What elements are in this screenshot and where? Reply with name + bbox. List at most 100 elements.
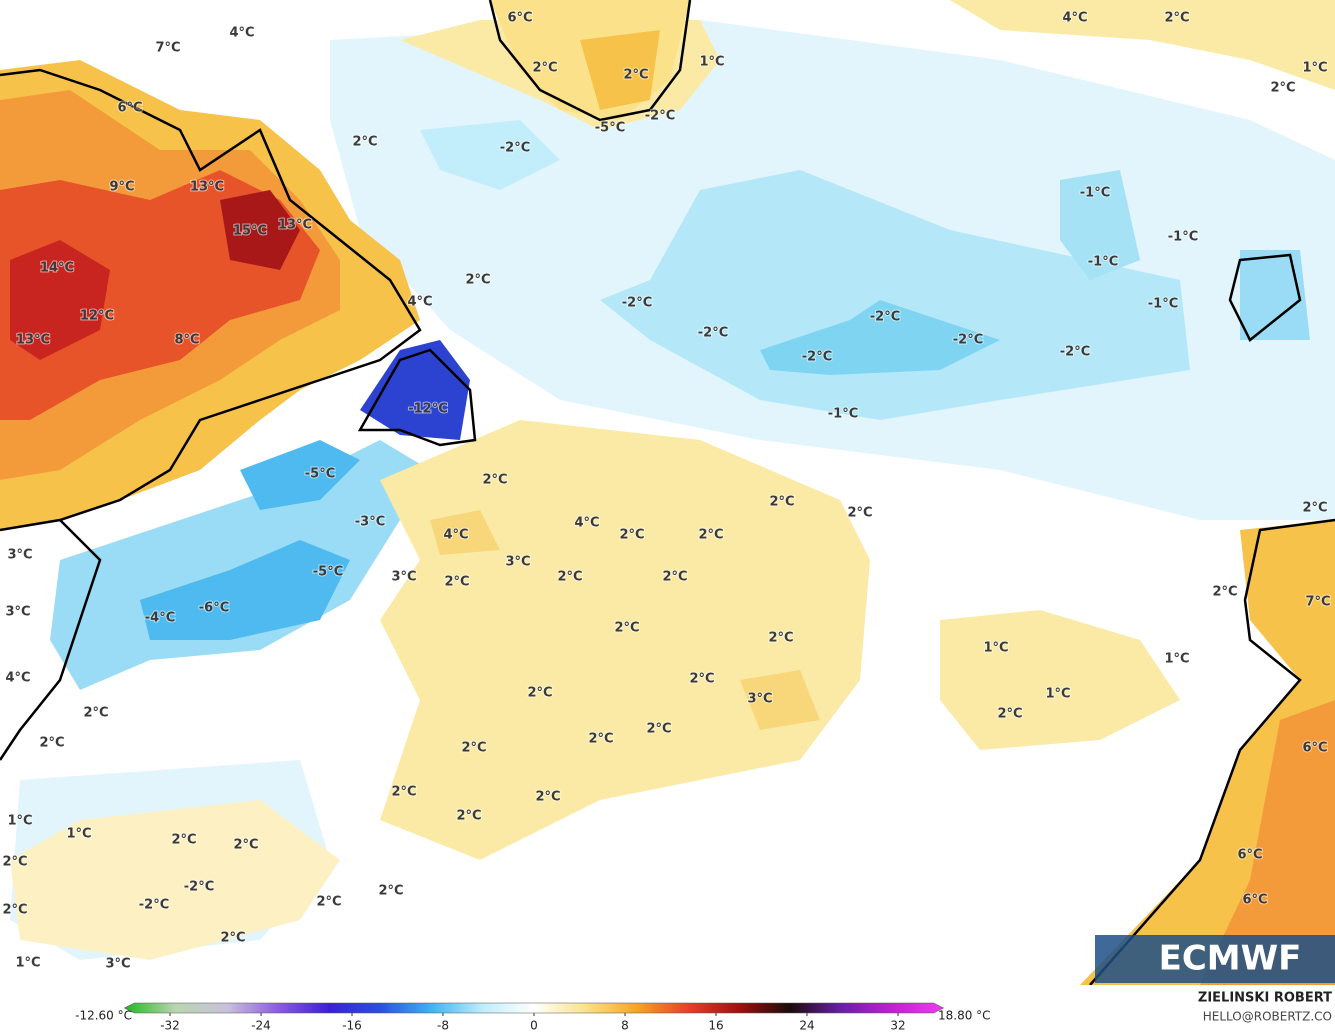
map-label: 2°C	[614, 621, 639, 636]
map-label: 6°C	[1242, 893, 1267, 908]
map-label: 13°C	[278, 218, 312, 233]
map-label: -2°C	[139, 898, 169, 913]
map-label: -6°C	[199, 601, 229, 616]
map-label: 2°C	[623, 68, 648, 83]
map-label: 7°C	[1305, 595, 1330, 610]
map-label: -2°C	[645, 109, 675, 124]
colorbar-tick-label: -8	[437, 1019, 449, 1033]
map-label: -5°C	[595, 121, 625, 136]
map-label: 2°C	[769, 495, 794, 510]
map-label: -2°C	[622, 296, 652, 311]
map-label: 4°C	[229, 26, 254, 41]
map-label: 2°C	[171, 833, 196, 848]
map-label: 14°C	[40, 261, 74, 276]
colorbar-tick-label: 32	[890, 1019, 905, 1033]
map-label: 1°C	[7, 814, 32, 829]
map-label: 6°C	[117, 101, 142, 116]
map-label: 2°C	[662, 570, 687, 585]
map-label: 4°C	[5, 671, 30, 686]
map-label: 3°C	[391, 570, 416, 585]
map-label: 2°C	[527, 686, 552, 701]
map-label: 2°C	[220, 931, 245, 946]
map-label: 2°C	[619, 528, 644, 543]
map-label: 9°C	[109, 180, 134, 195]
map-label: -2°C	[698, 326, 728, 341]
map-label: -2°C	[500, 141, 530, 156]
map-label: 2°C	[588, 732, 613, 747]
map-labels: 6°C 4°C 2°C 4°C 7°C 2°C 2°C 1°C 1°C 2°C 6°C -5°C -2°…	[1, 10, 1331, 973]
map-label: -2°C	[870, 310, 900, 325]
map-label: 2°C	[689, 672, 714, 687]
map-label: 1°C	[1045, 687, 1070, 702]
map-label: -3°C	[355, 515, 385, 530]
map-label: 6°C	[1302, 741, 1327, 756]
map-label: 6°C	[507, 11, 532, 26]
map-label: 2°C	[698, 528, 723, 543]
logo: ECMWF	[1159, 939, 1302, 979]
map-label: 2°C	[456, 809, 481, 824]
colorbar-tick-label: 16	[708, 1019, 723, 1033]
colorbar-tick-label: 24	[799, 1019, 814, 1033]
map-label: 2°C	[465, 273, 490, 288]
map-label: 2°C	[532, 61, 557, 76]
map-label: 13°C	[190, 180, 224, 195]
map-label: 2°C	[997, 707, 1022, 722]
map-label: 3°C	[105, 957, 130, 972]
map-label: 4°C	[574, 516, 599, 531]
map-label: -1°C	[1088, 255, 1118, 270]
map-label: 7°C	[155, 41, 180, 56]
map-label: 4°C	[407, 295, 432, 310]
map-label: 2°C	[2, 903, 27, 918]
map-label: 12°C	[80, 309, 114, 324]
map-label: -2°C	[802, 350, 832, 365]
map-label: 13°C	[16, 333, 50, 348]
map-label: 3°C	[747, 692, 772, 707]
colorbar-tick-label: 0	[530, 1019, 538, 1033]
map-label: 1°C	[699, 55, 724, 70]
map-label: 2°C	[768, 631, 793, 646]
colorbar-max: 18.80 °C	[938, 1009, 991, 1023]
map-label: -2°C	[953, 333, 983, 348]
map-label: 15°C	[233, 224, 267, 239]
map-label: -12°C	[408, 402, 448, 417]
map-label: 2°C	[233, 838, 258, 853]
map-label: 3°C	[5, 605, 30, 620]
map-label: 2°C	[391, 785, 416, 800]
credit-contact: HELLO@ROBERTZ.CO	[1203, 1010, 1332, 1024]
map-label: 2°C	[557, 570, 582, 585]
map-label: 1°C	[1302, 61, 1327, 76]
map-label: 1°C	[66, 827, 91, 842]
map-label: -5°C	[313, 565, 343, 580]
map-label: -4°C	[145, 611, 175, 626]
map-label: -1°C	[1080, 186, 1110, 201]
map-label: 2°C	[482, 473, 507, 488]
map-label: 2°C	[1164, 11, 1189, 26]
colorbar-ramp	[123, 1002, 945, 1014]
map-label: 2°C	[1212, 585, 1237, 600]
map-label: 2°C	[1270, 81, 1295, 96]
colorbar-tick-label: 8	[621, 1019, 629, 1033]
map-label: 2°C	[444, 575, 469, 590]
map-label: 3°C	[7, 548, 32, 563]
map-label: -5°C	[305, 467, 335, 482]
map-label: 2°C	[352, 135, 377, 150]
map-label: 4°C	[1062, 11, 1087, 26]
map-label: 2°C	[378, 884, 403, 899]
map-label: 2°C	[847, 506, 872, 521]
map-label: -2°C	[1060, 345, 1090, 360]
map-label: 2°C	[535, 790, 560, 805]
map-label: 2°C	[39, 736, 64, 751]
map-label: 2°C	[1302, 501, 1327, 516]
map-label: 1°C	[983, 641, 1008, 656]
map-label: -1°C	[828, 407, 858, 422]
map-label: -1°C	[1148, 297, 1178, 312]
map-label: 4°C	[443, 528, 468, 543]
map-label: 6°C	[1237, 848, 1262, 863]
colorbar-tick-label: -16	[342, 1019, 362, 1033]
map-label: 2°C	[2, 855, 27, 870]
map-label: 2°C	[316, 895, 341, 910]
map-label: 1°C	[1164, 652, 1189, 667]
colorbar: -32 -24 -16 -8 0 8 16 24 32	[123, 1002, 945, 1033]
